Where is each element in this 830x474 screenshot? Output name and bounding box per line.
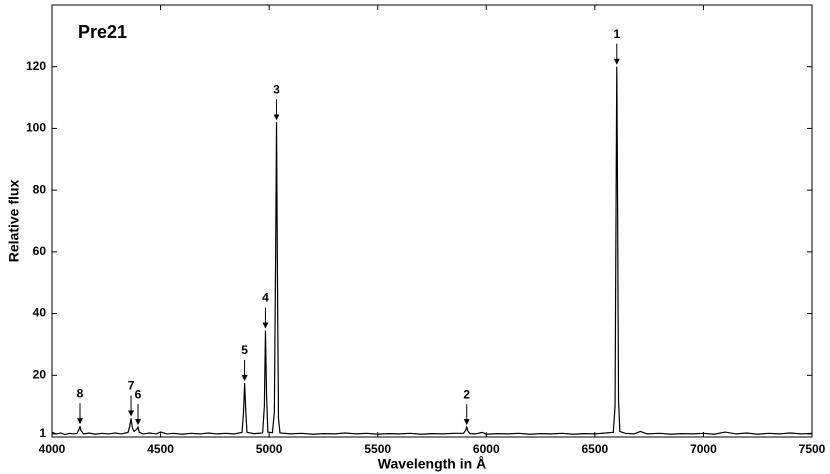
annotation-label: 1 — [613, 27, 620, 41]
annotation-label: 8 — [77, 386, 84, 400]
y-tick-label: 40 — [33, 306, 47, 320]
y-axis-label: Relative flux — [6, 180, 22, 263]
x-tick-label: 4000 — [39, 442, 66, 456]
y-tick-label: 1 — [39, 426, 46, 440]
spectrum-line — [51, 66, 813, 436]
y-tick-label: 120 — [26, 59, 46, 73]
x-tick-label: 7500 — [799, 442, 826, 456]
annotation-label: 6 — [135, 387, 142, 401]
x-axis-label: Wavelength in Å — [378, 456, 486, 472]
y-tick-label: 60 — [33, 244, 47, 258]
plot-frame — [51, 4, 813, 438]
x-tick-label: 4500 — [147, 442, 174, 456]
y-tick-label: 20 — [33, 367, 47, 381]
annotation-label: 4 — [262, 291, 269, 305]
x-tick-label: 6000 — [473, 442, 500, 456]
annotation-label: 5 — [241, 343, 248, 357]
x-tick-label: 7000 — [690, 442, 717, 456]
chart-title: Pre21 — [78, 22, 127, 42]
annotation-label: 3 — [273, 82, 280, 96]
annotation-label: 2 — [463, 387, 470, 401]
x-tick-label: 5500 — [364, 442, 391, 456]
y-tick-label: 80 — [33, 182, 47, 196]
y-tick-label: 100 — [26, 121, 46, 135]
x-tick-label: 5000 — [256, 442, 283, 456]
x-tick-label: 6500 — [582, 442, 609, 456]
annotation-label: 7 — [128, 379, 135, 393]
